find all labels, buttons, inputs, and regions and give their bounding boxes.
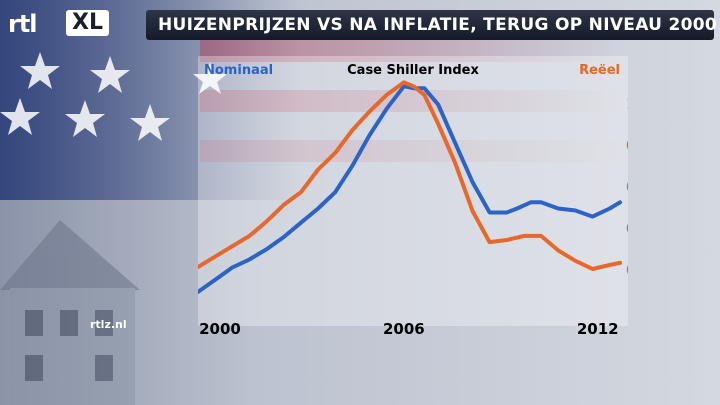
flag-stars [0,52,227,141]
header-bar: rtl XL HUIZENPRIJZEN VS NA INFLATIE, TER… [0,0,720,46]
x-tick-label: 2006 [383,320,425,338]
right-tick-label: 0,6 [626,261,628,279]
channel-logo: rtl XL [8,8,120,38]
x-tick-label: 2000 [199,320,241,338]
headline-banner: HUIZENPRIJZEN VS NA INFLATIE, TERUG OP N… [146,10,717,40]
right-tick-label: 1,0 [626,95,628,113]
series-line-reeel [198,80,622,271]
chart-background [198,56,628,326]
flag-stripe [200,90,620,112]
flag-stripe [200,140,620,162]
logo-text: rtl [8,10,38,38]
x-tick-label: 2012 [577,320,619,338]
left-axis-label: Nominaal [204,63,273,78]
site-watermark: rtlz.nl [90,318,127,331]
chart-title: Case Shiller Index [347,63,479,78]
house-silhouette [0,220,140,405]
right-axis-label: Reëel [579,63,620,78]
right-tick-label: 0,7 [626,220,628,238]
flag-stripe [200,40,620,62]
logo-badge: XL [66,10,109,36]
right-tick-label: 0,8 [626,178,628,196]
right-tick-label: 0,9 [626,137,628,155]
headline: HUIZENPRIJZEN VS NA INFLATIE, TERUG OP N… [158,15,717,35]
